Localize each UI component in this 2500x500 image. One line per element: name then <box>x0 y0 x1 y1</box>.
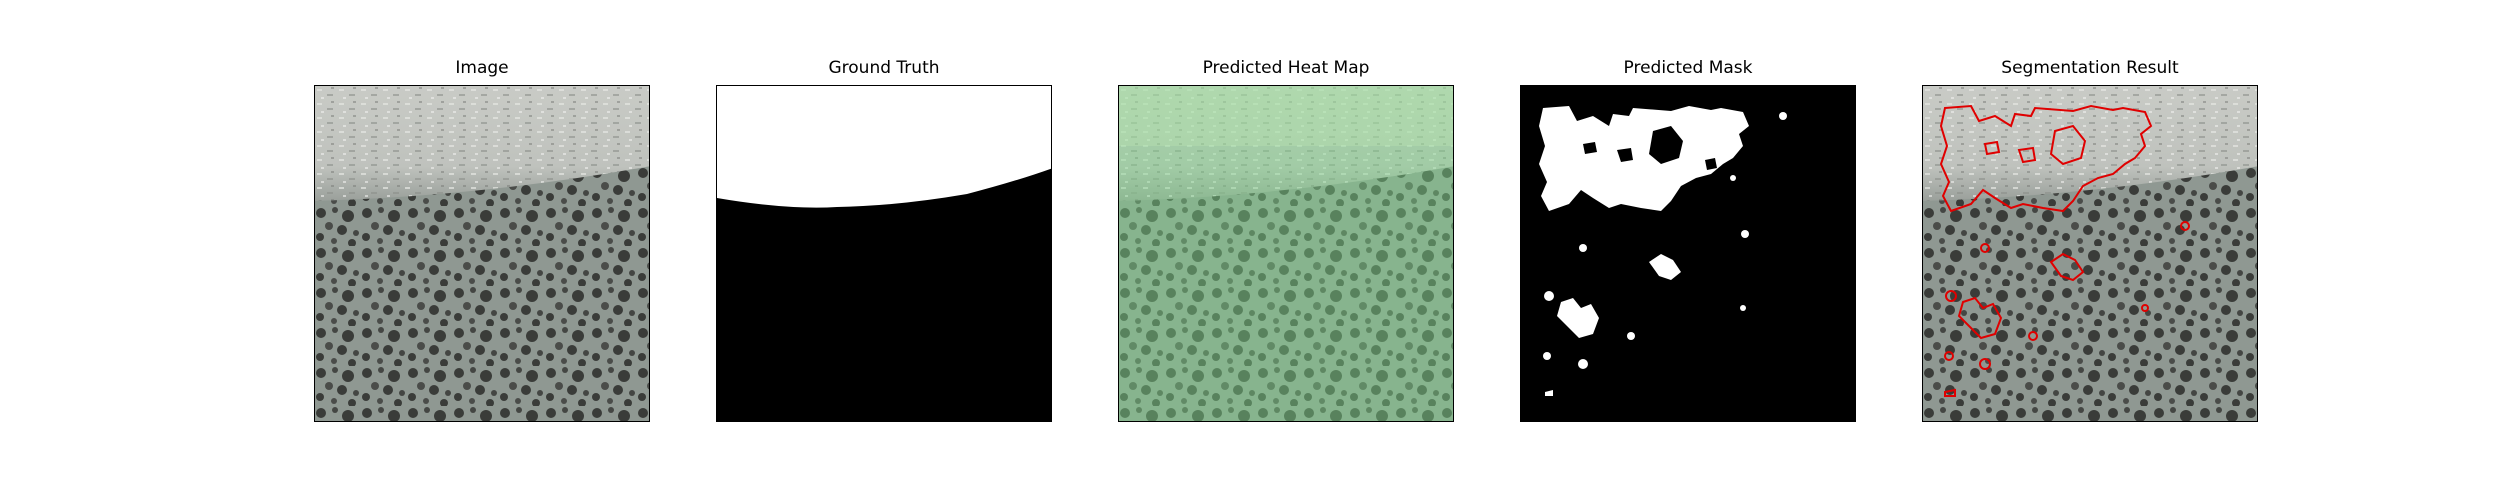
panel-title-image: Image <box>455 58 509 78</box>
image-panel <box>314 85 650 422</box>
predicted-mask-panel <box>1520 85 1856 422</box>
ground-truth-canvas <box>717 86 1051 421</box>
ground-truth-panel <box>716 85 1052 422</box>
heat-map-canvas <box>1119 86 1453 421</box>
predicted-mask-canvas <box>1521 86 1855 421</box>
heat-map-panel <box>1118 85 1454 422</box>
panel-title-predicted-heat-map: Predicted Heat Map <box>1202 58 1370 78</box>
image-canvas <box>315 86 649 421</box>
panel-title-predicted-mask: Predicted Mask <box>1623 58 1753 78</box>
panel-title-ground-truth: Ground Truth <box>828 58 940 78</box>
panel-title-segmentation-result: Segmentation Result <box>2001 58 2179 78</box>
segmentation-result-canvas <box>1923 86 2257 421</box>
segmentation-result-panel <box>1922 85 2258 422</box>
